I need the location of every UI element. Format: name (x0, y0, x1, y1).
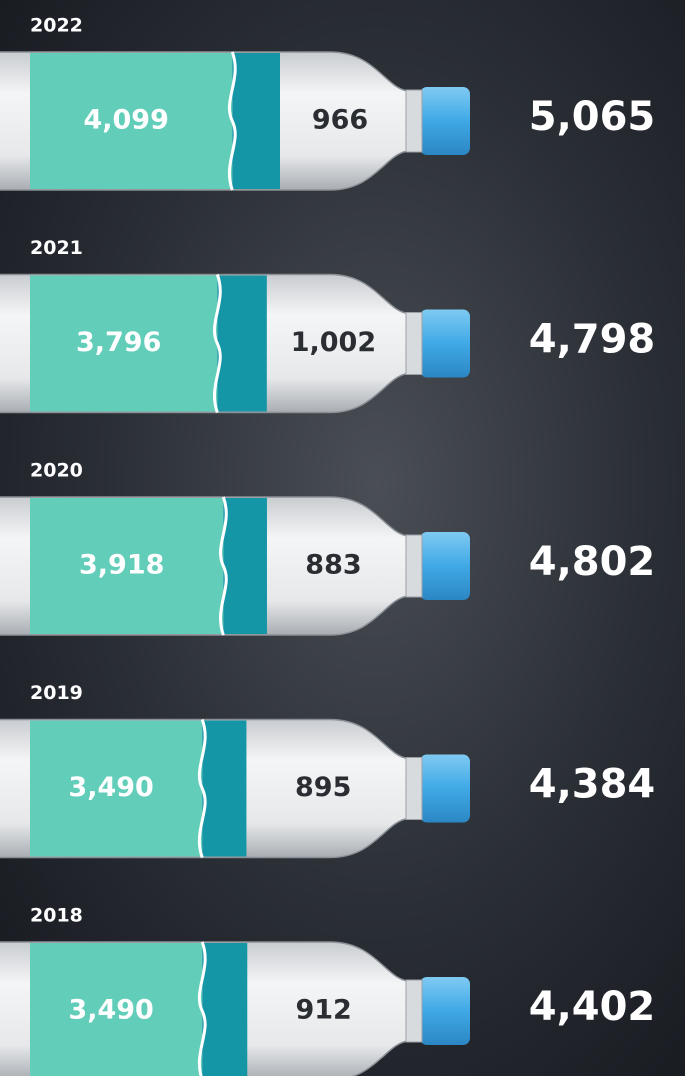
bottle-row: 2021 3,796 1,002 4,798 (0, 237, 656, 414)
category-label: 2018 (30, 905, 83, 927)
category-label: 2019 (30, 682, 83, 704)
bar-segment (217, 275, 267, 412)
bottle-neck (405, 89, 423, 153)
total-label: 5,065 (529, 94, 656, 140)
bar-segment (30, 720, 203, 857)
wave-line (197, 718, 207, 859)
bottle-row: 2019 3,490 895 4,384 (0, 682, 656, 859)
bar-segment (30, 53, 233, 189)
wave-line (197, 941, 207, 1076)
bottle-row: 2020 3,918 883 4,802 (0, 460, 655, 636)
bar-segment (30, 498, 224, 634)
value-label: 3,918 (79, 550, 164, 581)
bottle-cap (420, 754, 470, 823)
bar-segment (30, 943, 203, 1076)
bottle-cap (420, 87, 470, 155)
bar-segment (202, 720, 247, 857)
wave-line (212, 273, 222, 414)
value-label: 3,490 (68, 772, 153, 803)
bar-segment (202, 943, 248, 1076)
value-label: 883 (305, 550, 361, 581)
total-label: 4,798 (529, 317, 656, 363)
category-label: 2020 (30, 460, 83, 482)
total-label: 4,802 (529, 539, 656, 585)
wave-line (227, 51, 237, 191)
bottle-row: 2018 3,490 912 4,402 (0, 905, 655, 1076)
wave-line (219, 496, 228, 636)
bar-segment (30, 275, 218, 412)
total-label: 4,402 (529, 984, 656, 1030)
bottle-neck (405, 534, 423, 598)
value-label: 3,796 (76, 327, 161, 358)
bottle-cap (420, 309, 470, 378)
value-label: 1,002 (291, 327, 376, 358)
bottle-row: 2022 4,099 966 5,065 (0, 15, 655, 191)
category-label: 2022 (30, 15, 83, 37)
bottle-neck (405, 312, 423, 375)
bottle-neck (405, 979, 423, 1043)
value-label: 4,099 (83, 105, 168, 136)
value-label: 3,490 (68, 995, 153, 1026)
total-label: 4,384 (529, 762, 656, 808)
value-label: 912 (295, 995, 351, 1026)
bottle-cap (420, 977, 470, 1045)
category-label: 2021 (30, 237, 83, 259)
bottle-cap (420, 532, 470, 600)
bar-segment (223, 498, 267, 634)
value-label: 895 (295, 772, 351, 803)
bar-segment (232, 53, 280, 189)
rows: 2022 4,099 966 5,065 2021 3,796 1,002 4,798 2020… (0, 15, 655, 1076)
value-label: 966 (312, 105, 368, 136)
bottle-neck (405, 757, 423, 820)
